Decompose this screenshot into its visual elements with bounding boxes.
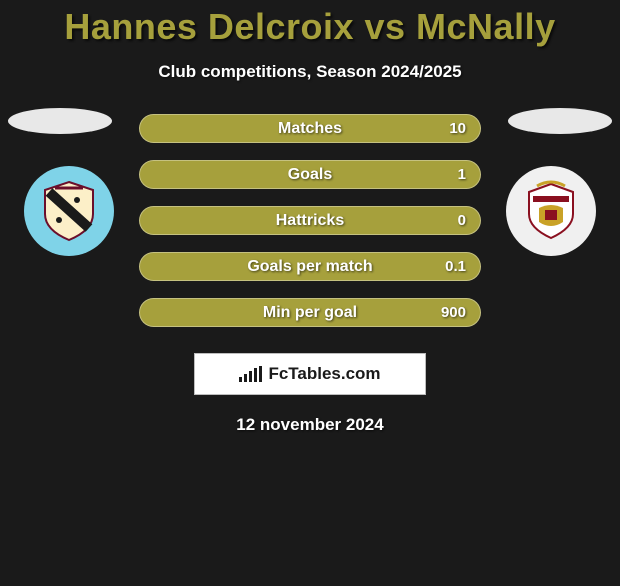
stat-bar: Goals per match 0.1 [139,252,481,281]
comparison-content: Matches 10 Goals 1 Hattricks 0 Goals per… [0,114,620,435]
stat-bar: Min per goal 900 [139,298,481,327]
stat-bar: Matches 10 [139,114,481,143]
stat-bar: Hattricks 0 [139,206,481,235]
right-disc [508,108,612,134]
stat-label: Hattricks [276,212,344,230]
stat-label: Min per goal [263,304,357,322]
bars-chart-icon [239,366,262,382]
stat-label: Matches [278,120,342,138]
left-disc [8,108,112,134]
date-text: 12 november 2024 [0,415,620,435]
brand-text: FcTables.com [268,364,380,384]
right-team-crest [506,166,596,256]
left-team-crest [24,166,114,256]
stat-label: Goals [288,166,332,184]
stat-value: 10 [449,120,466,137]
brand-box: FcTables.com [194,353,426,395]
stat-value: 900 [441,304,466,321]
stat-label: Goals per match [247,258,372,276]
stat-value: 0 [458,212,466,229]
subtitle: Club competitions, Season 2024/2025 [0,62,620,82]
stat-value: 0.1 [445,258,466,275]
stat-bar: Goals 1 [139,160,481,189]
shield-icon [41,180,97,242]
stat-value: 1 [458,166,466,183]
page-title: Hannes Delcroix vs McNally [0,6,620,48]
shield-icon [523,180,579,242]
stat-bars: Matches 10 Goals 1 Hattricks 0 Goals per… [139,114,481,327]
